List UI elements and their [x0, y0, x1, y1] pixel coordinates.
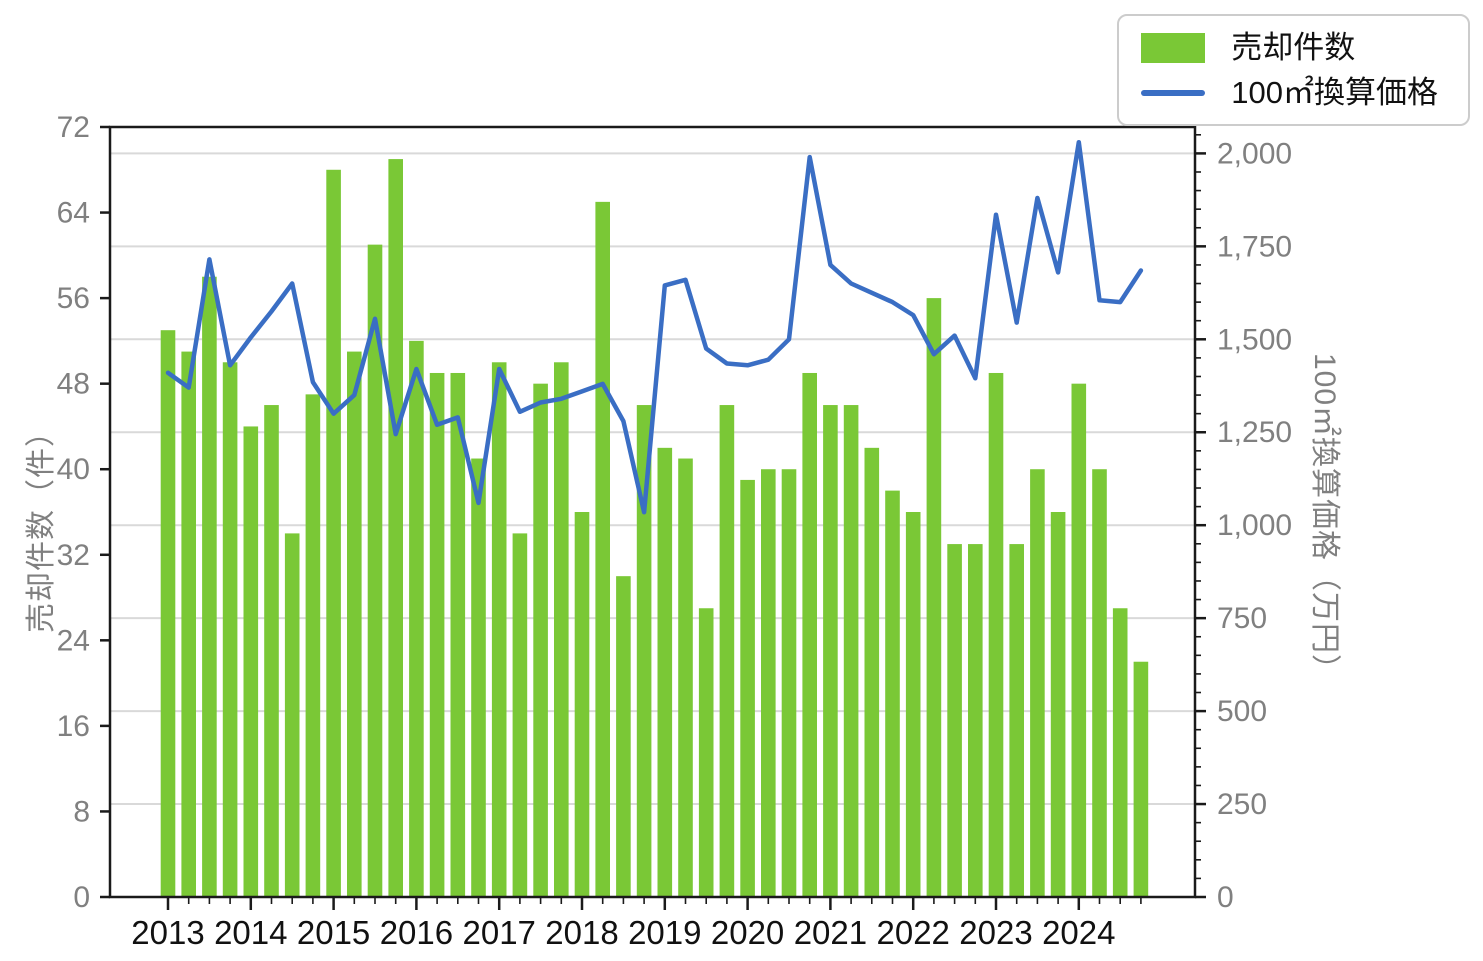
bar — [202, 276, 217, 897]
legend-bar-swatch-icon — [1141, 32, 1206, 63]
bar — [1071, 383, 1087, 898]
bar — [367, 244, 383, 897]
bar — [885, 490, 900, 897]
right-tick-label: 1,500 — [1217, 323, 1292, 356]
bar — [491, 362, 507, 897]
bar — [740, 479, 755, 897]
bar — [843, 405, 859, 897]
year-label: 2024 — [1042, 914, 1115, 951]
right-tick-label: 1,750 — [1217, 230, 1292, 263]
bar — [926, 298, 942, 898]
right-tick-label: 1,250 — [1217, 416, 1292, 449]
plot-frame — [108, 125, 1197, 899]
left-tick-label: 48 — [57, 368, 90, 401]
bar — [409, 340, 424, 897]
year-label: 2015 — [297, 914, 370, 951]
legend-line-swatch-icon — [1141, 89, 1206, 96]
bar — [264, 405, 279, 897]
left-tick-label: 64 — [57, 197, 90, 230]
left-tick-label: 8 — [73, 795, 90, 828]
year-label: 2013 — [131, 914, 204, 951]
right-axis-title: 100㎡換算価格（万円） — [1308, 352, 1341, 686]
bar — [1050, 512, 1066, 897]
left-tick-label: 40 — [57, 453, 90, 486]
legend-item-price: 100㎡換算価格 — [1141, 77, 1438, 108]
bar — [388, 159, 403, 898]
bar — [905, 512, 921, 897]
right-tick-label: 1,000 — [1217, 509, 1292, 542]
legend-label-sales: 売却件数 — [1231, 30, 1356, 65]
right-tick-label: 2,000 — [1217, 137, 1292, 170]
bar — [1112, 608, 1128, 897]
bar — [761, 469, 776, 897]
left-tick-label: 24 — [57, 624, 90, 657]
right-tick-label: 250 — [1217, 788, 1267, 821]
bar — [719, 405, 735, 897]
bar — [305, 394, 321, 897]
bar — [595, 201, 610, 898]
bar — [181, 351, 196, 897]
bar — [554, 362, 569, 897]
bar — [1133, 661, 1149, 897]
price-line — [165, 139, 1144, 515]
bar — [284, 533, 300, 897]
bar — [160, 330, 176, 897]
legend-label-price: 100㎡換算価格 — [1231, 75, 1438, 110]
legend: 売却件数 100㎡換算価格 — [1117, 14, 1470, 126]
year-label: 2018 — [545, 914, 618, 951]
bar — [429, 372, 445, 897]
bar — [947, 544, 962, 897]
bar — [988, 372, 1004, 897]
year-label: 2023 — [959, 914, 1032, 951]
left-tick-label: 72 — [57, 111, 90, 144]
right-tick-label: 750 — [1217, 602, 1267, 635]
year-label: 2014 — [214, 914, 287, 951]
legend-item-sales: 売却件数 — [1141, 32, 1438, 63]
year-label: 2020 — [711, 914, 784, 951]
bar — [1030, 469, 1045, 897]
year-label: 2019 — [628, 914, 701, 951]
bar — [802, 372, 817, 897]
bar — [781, 469, 797, 897]
year-label: 2021 — [794, 914, 867, 951]
right-tick-label: 0 — [1217, 881, 1234, 914]
bar — [636, 405, 652, 897]
bar — [222, 362, 238, 897]
bar — [512, 533, 528, 897]
year-label: 2016 — [380, 914, 453, 951]
bar — [616, 576, 631, 897]
year-label: 2022 — [876, 914, 949, 951]
left-axis-title: 売却件数（件） — [25, 416, 58, 633]
left-tick-label: 32 — [57, 539, 90, 572]
bar — [533, 383, 548, 898]
right-tick-label: 500 — [1217, 695, 1267, 728]
bar — [243, 426, 259, 897]
bar — [347, 351, 362, 897]
bar — [823, 405, 838, 897]
bar — [450, 372, 466, 897]
left-tick-label: 16 — [57, 710, 90, 743]
bar — [968, 544, 983, 897]
year-label: 2017 — [462, 914, 535, 951]
bar — [326, 169, 341, 897]
bar — [1092, 469, 1107, 897]
bar — [1009, 544, 1024, 897]
bar — [574, 512, 590, 897]
bar — [471, 458, 486, 897]
bar — [657, 447, 673, 897]
bar — [864, 447, 880, 897]
bar — [678, 458, 693, 897]
bar — [698, 608, 714, 897]
left-tick-label: 56 — [57, 282, 90, 315]
left-tick-label: 0 — [73, 881, 90, 914]
